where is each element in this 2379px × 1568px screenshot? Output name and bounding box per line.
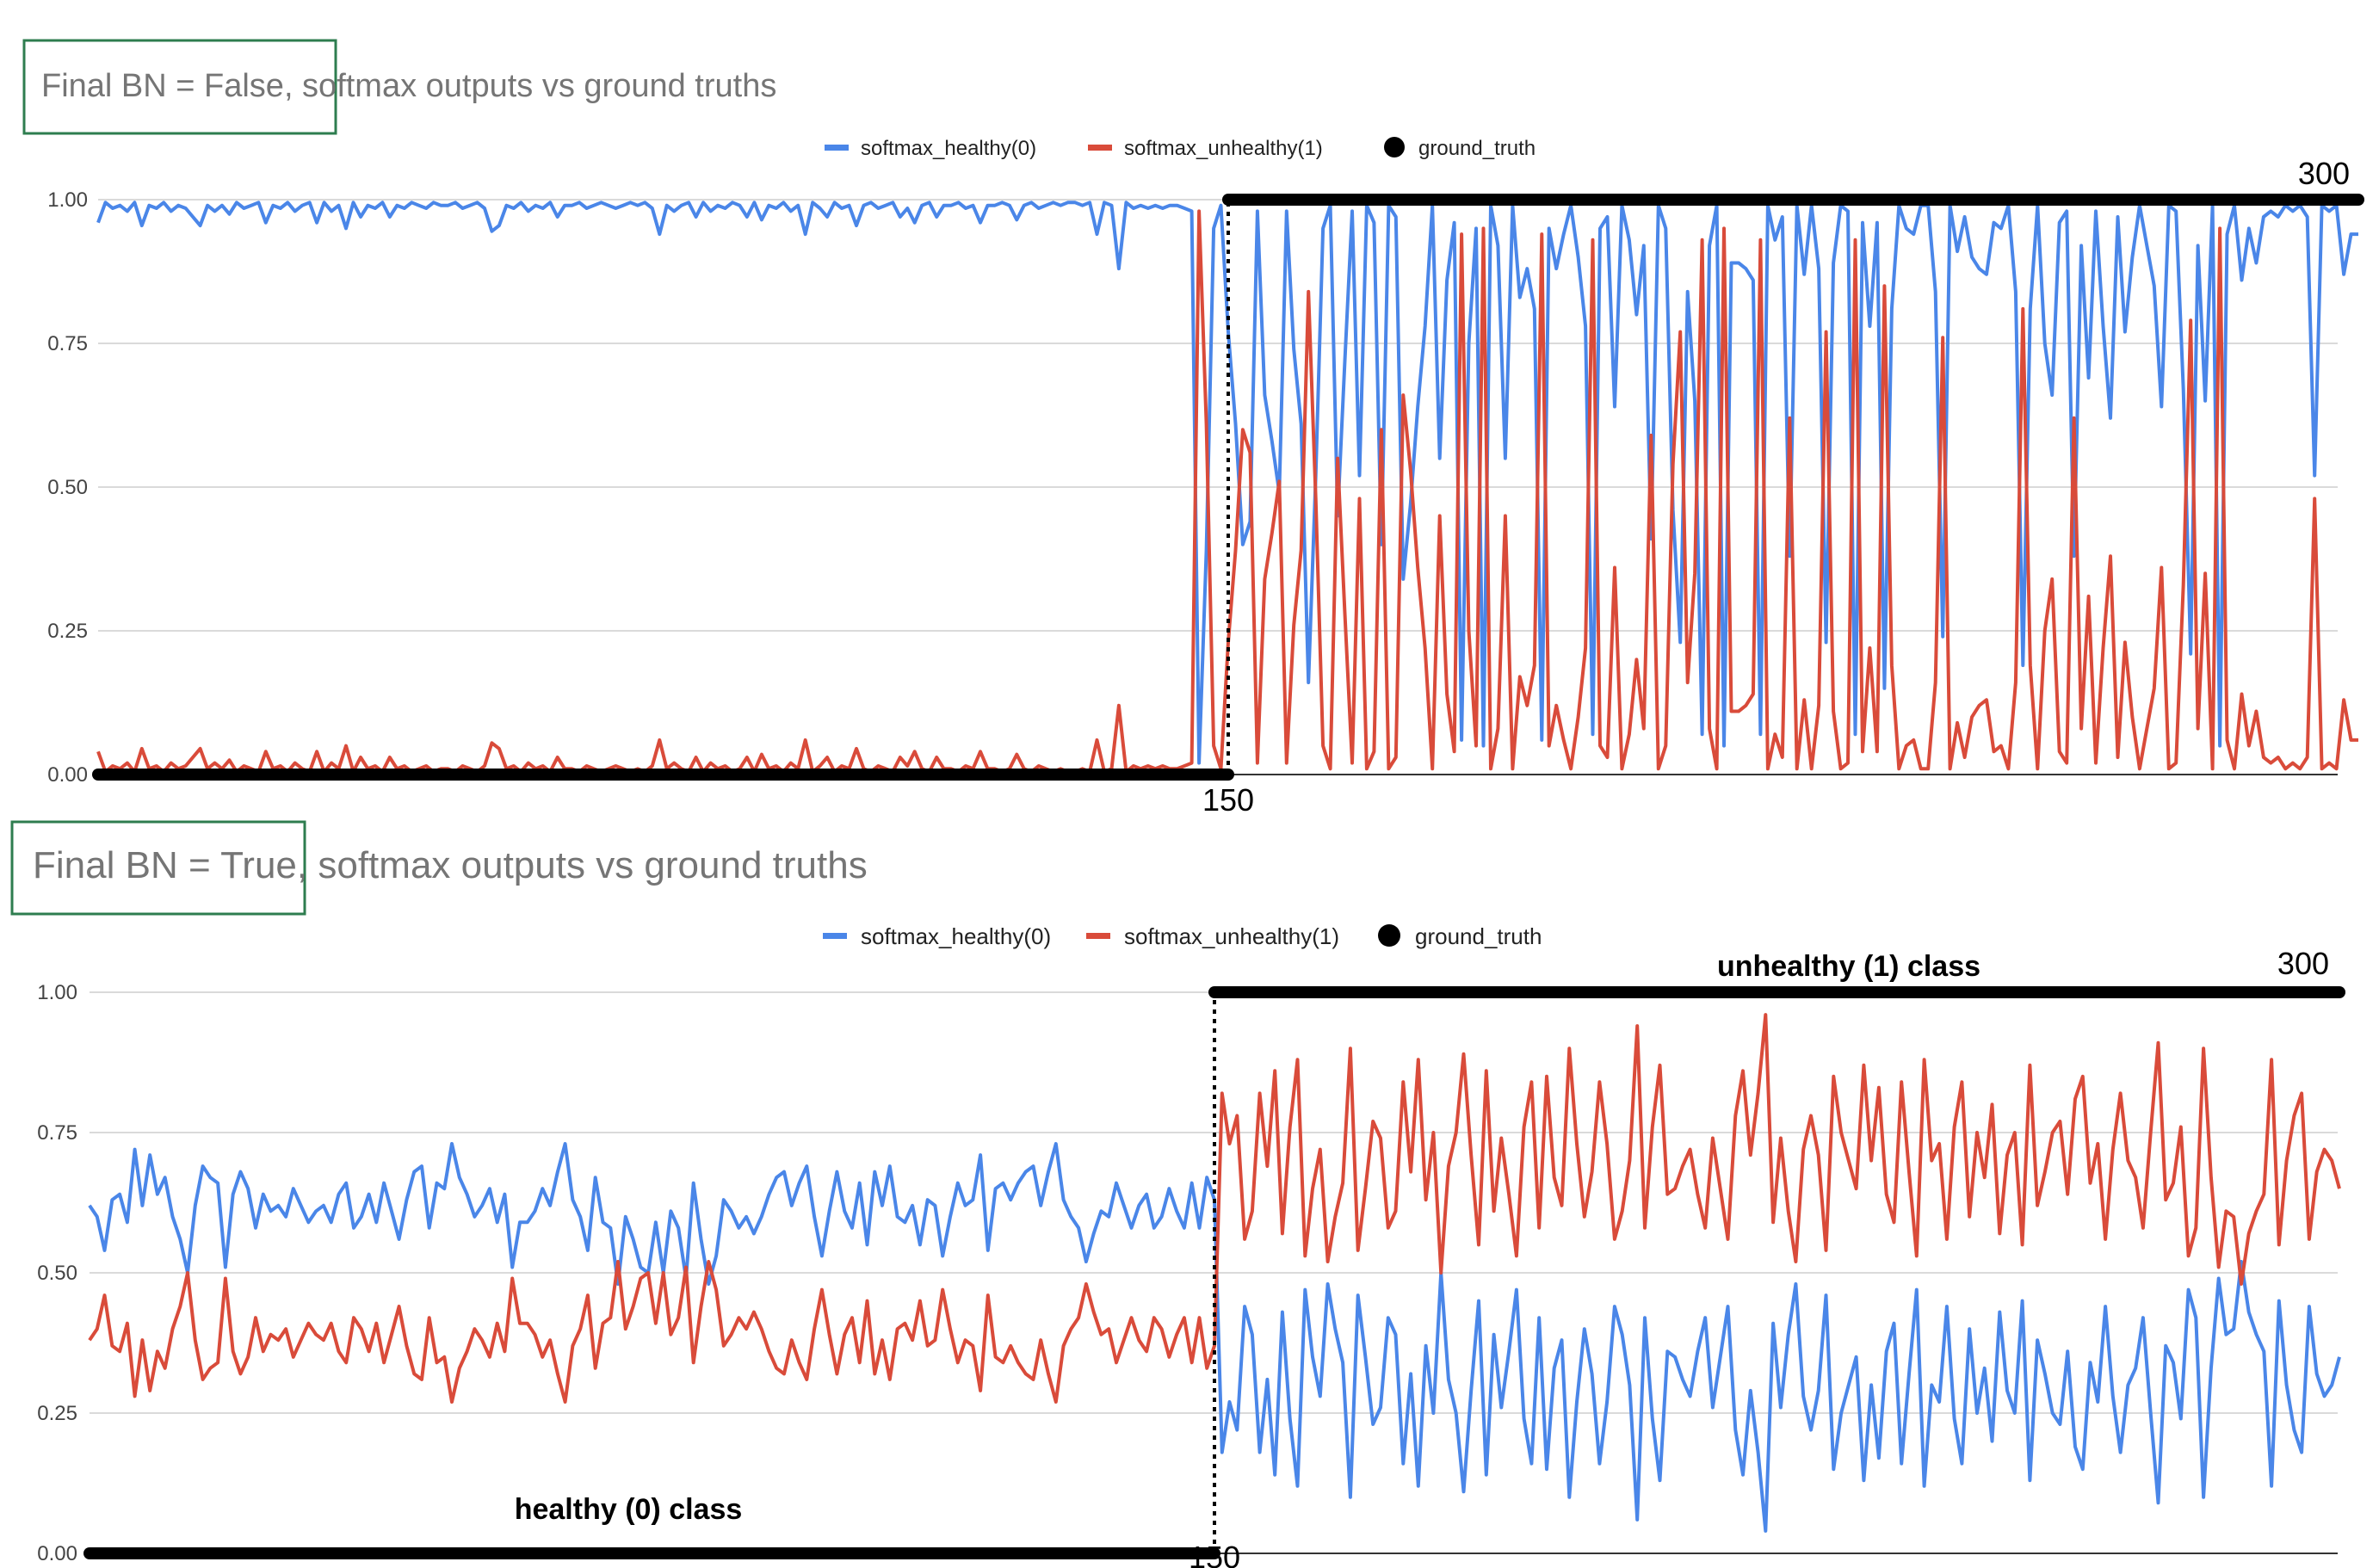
y-tick-label: 0.00 <box>47 763 88 787</box>
chart-final-bn-true: Final BN = True, softmax outputs vs grou… <box>10 820 2345 1568</box>
plot-area <box>92 194 2364 781</box>
legend-label-healthy: softmax_healthy(0) <box>861 137 1036 160</box>
legend-label-healthy: softmax_healthy(0) <box>861 923 1051 949</box>
chart-title: Final BN = True, softmax outputs vs grou… <box>33 844 868 886</box>
legend-swatch-ground-truth <box>1384 137 1405 157</box>
y-tick-label: 0.25 <box>47 620 88 643</box>
annotation-300: 300 <box>2298 156 2350 191</box>
annotation-150: 150 <box>1189 1540 1240 1568</box>
legend-swatch-unhealthy <box>1086 933 1110 939</box>
y-tick-label: 0.75 <box>47 332 88 355</box>
y-tick-label: 0.50 <box>47 476 88 499</box>
legend-swatch-ground-truth <box>1378 924 1400 947</box>
annotation-300: 300 <box>2277 946 2329 981</box>
legend: softmax_healthy(0) softmax_unhealthy(1) … <box>825 137 1536 160</box>
series-line-softmax-unhealthy <box>88 1013 2341 1404</box>
y-tick-label: 0.00 <box>37 1542 77 1565</box>
y-tick-label: 0.75 <box>37 1121 77 1145</box>
legend-label-ground-truth: ground_truth <box>1415 923 1542 949</box>
legend-label-ground-truth: ground_truth <box>1418 137 1536 160</box>
annotation-150: 150 <box>1202 782 1254 818</box>
y-tick-label: 1.00 <box>37 981 77 1004</box>
legend-label-unhealthy: softmax_unhealthy(1) <box>1124 923 1339 949</box>
chart-title-rest: softmax outputs vs ground truths <box>307 844 868 886</box>
plot-area <box>83 986 2345 1559</box>
legend: softmax_healthy(0) softmax_unhealthy(1) … <box>823 923 1542 949</box>
legend-swatch-healthy <box>823 933 847 939</box>
annotation-unhealthy-class: unhealthy (1) class <box>1717 950 1980 983</box>
chart-title-prefix: Final BN = True, <box>33 844 307 886</box>
legend-label-unhealthy: softmax_unhealthy(1) <box>1124 137 1323 160</box>
series-line-softmax-healthy <box>96 201 2358 765</box>
annotation-healthy-class: healthy (0) class <box>515 1493 743 1526</box>
legend-swatch-healthy <box>825 145 849 151</box>
chart-title: Final BN = False, softmax outputs vs gro… <box>41 68 776 104</box>
chart-title-rest: softmax outputs vs ground truths <box>294 68 777 104</box>
chart-title-prefix: Final BN = False, <box>41 68 294 104</box>
title-highlight-box <box>22 39 337 135</box>
title-highlight-box <box>10 820 306 916</box>
y-tick-label: 1.00 <box>47 188 88 212</box>
chart-final-bn-false: Final BN = False, softmax outputs vs gro… <box>22 39 2364 818</box>
legend-swatch-unhealthy <box>1088 145 1112 151</box>
y-tick-label: 0.25 <box>37 1402 77 1425</box>
y-tick-label: 0.50 <box>37 1262 77 1285</box>
